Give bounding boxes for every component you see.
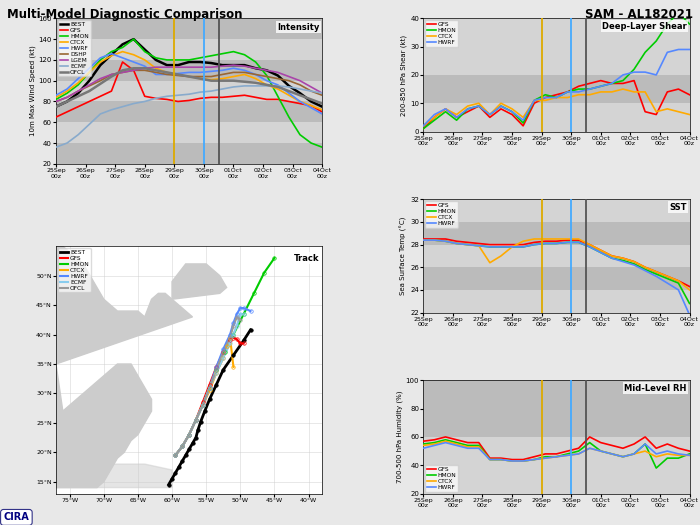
Legend: GFS, HMON, CTCX, HWRF: GFS, HMON, CTCX, HWRF: [425, 465, 458, 492]
Polygon shape: [172, 264, 227, 299]
Text: SST: SST: [669, 203, 687, 212]
Text: Deep-Layer Shear: Deep-Layer Shear: [602, 22, 687, 31]
Bar: [424, 408, 690, 437]
Bar: [56, 18, 322, 39]
Text: Track: Track: [294, 254, 319, 262]
Polygon shape: [56, 464, 172, 488]
Bar: [424, 267, 690, 290]
Text: Intensity: Intensity: [277, 23, 319, 32]
Legend: GFS, HMON, CTCX, HWRF: GFS, HMON, CTCX, HWRF: [425, 201, 458, 227]
Text: CIRA: CIRA: [4, 512, 29, 522]
Polygon shape: [56, 246, 192, 364]
Y-axis label: Sea Surface Temp (°C): Sea Surface Temp (°C): [400, 217, 407, 295]
Y-axis label: 10m Max Wind Speed (kt): 10m Max Wind Speed (kt): [29, 46, 36, 136]
Bar: [424, 75, 690, 103]
Y-axis label: 700-500 hPa Humidity (%): 700-500 hPa Humidity (%): [396, 391, 403, 483]
Bar: [424, 222, 690, 245]
Bar: [56, 143, 322, 164]
Text: Multi-Model Diagnostic Comparison: Multi-Model Diagnostic Comparison: [7, 8, 242, 21]
Legend: BEST, GFS, HMON, CTCX, HWRF, ECMF, OFCL: BEST, GFS, HMON, CTCX, HWRF, ECMF, OFCL: [57, 248, 90, 292]
Bar: [424, 381, 690, 408]
Polygon shape: [56, 364, 152, 488]
Text: Mid-Level RH: Mid-Level RH: [624, 384, 687, 393]
Text: SAM - AL182021: SAM - AL182021: [585, 8, 693, 21]
Bar: [56, 60, 322, 81]
Bar: [56, 101, 322, 122]
Y-axis label: 200-850 hPa Shear (kt): 200-850 hPa Shear (kt): [401, 34, 407, 116]
Legend: GFS, HMON, CTCX, HWRF: GFS, HMON, CTCX, HWRF: [425, 20, 458, 47]
Legend: BEST, GFS, HMON, CTCX, HWRF, DSHP, LGEM, ECMF, OFCL: BEST, GFS, HMON, CTCX, HWRF, DSHP, LGEM,…: [57, 20, 90, 76]
